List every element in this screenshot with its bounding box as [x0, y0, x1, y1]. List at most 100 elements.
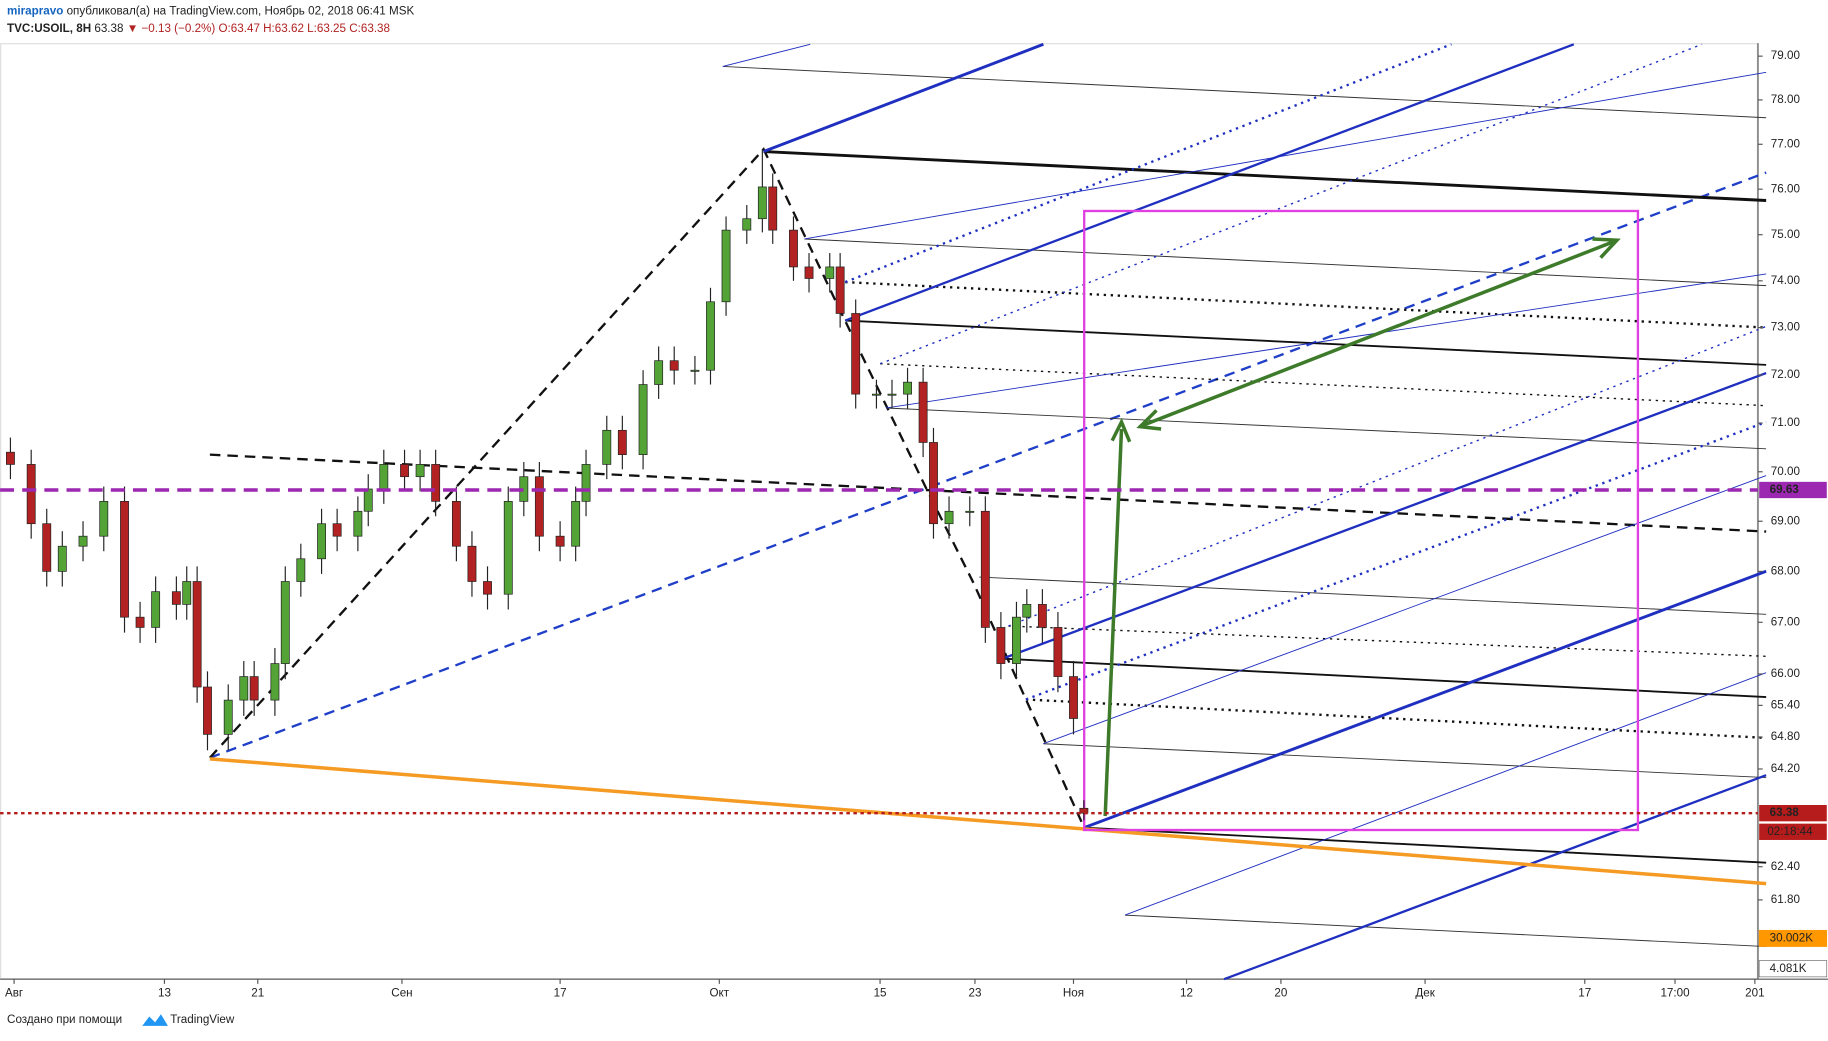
x-tick-label: Авг — [5, 986, 23, 999]
fork-dotted — [880, 363, 1767, 407]
plot-frame — [0, 43, 1758, 980]
dashed-line — [209, 171, 1767, 759]
candle-body — [944, 510, 954, 525]
fork-blue-dotted — [1025, 420, 1767, 701]
y-tick-label: 64.20 — [1771, 762, 1801, 775]
volume-tag — [1758, 929, 1828, 947]
arrow-head — [1110, 417, 1132, 443]
x-tick-label: Ноя — [1063, 986, 1084, 999]
arrow — [1141, 239, 1616, 428]
footer-text: Создано при помощи — [7, 1013, 122, 1026]
candle-body — [1079, 807, 1089, 814]
candle-body — [1053, 627, 1063, 677]
fork-line — [763, 150, 1767, 202]
y-tick-label: 61.80 — [1771, 893, 1801, 906]
candle-body — [296, 558, 306, 582]
candle-body — [835, 266, 845, 314]
fork-blue — [1083, 569, 1767, 830]
x-tick-label: Сен — [391, 986, 412, 999]
x-tick-label: Окт — [709, 986, 729, 999]
candle-body — [768, 186, 778, 231]
candle-body — [742, 218, 752, 231]
x-tick-label: 17:00 — [1660, 986, 1690, 999]
x-tick-label: 23 — [968, 986, 981, 999]
candle-body — [804, 266, 814, 279]
candle-body — [602, 429, 612, 465]
countdown: 02:18:44 — [1767, 825, 1813, 838]
countdown-tag — [1759, 823, 1827, 840]
candle-body — [182, 581, 192, 605]
candle-body — [135, 616, 145, 628]
arrow — [1103, 428, 1124, 817]
y-tick-label: 70.00 — [1771, 465, 1801, 478]
candle-body — [120, 501, 129, 618]
drawings — [209, 42, 1767, 981]
published: опубликовал(а) на TradingView.com, Ноябр… — [67, 5, 415, 18]
candle-body — [26, 464, 36, 525]
volume-tag-label: 4.081K — [1770, 962, 1807, 975]
y-tick-label: 76.00 — [1771, 182, 1801, 195]
fork-line — [1124, 914, 1767, 948]
fork-line — [886, 407, 1767, 450]
candle-body — [887, 393, 897, 396]
candle-body — [332, 523, 342, 537]
fork-line — [1043, 743, 1767, 779]
x-tick-label: 17 — [1578, 986, 1591, 999]
candle-body — [721, 229, 731, 303]
y-tick-label: 77.00 — [1771, 137, 1801, 150]
candle-body — [203, 686, 212, 735]
candle-body — [571, 501, 581, 547]
y-tick-label: 66.00 — [1771, 667, 1801, 680]
candle-body — [825, 266, 835, 279]
volume-tag — [1758, 960, 1828, 978]
fork-blue-thin — [1124, 672, 1767, 916]
candle-body — [851, 313, 861, 395]
fork-dotted — [1025, 698, 1767, 740]
trendline — [209, 757, 1767, 886]
candle-body — [467, 545, 477, 582]
candle-body — [431, 464, 441, 502]
y-tick-label: 69.00 — [1771, 514, 1801, 527]
y-tick-label: 68.00 — [1771, 564, 1801, 577]
symbol: TVC:USOIL, 8H — [7, 22, 91, 35]
zigzag — [209, 147, 1086, 829]
candle-body — [270, 663, 280, 701]
candle-body — [980, 510, 990, 628]
candle-body — [353, 510, 363, 537]
candle-body — [223, 699, 233, 735]
fork-dotted — [1008, 625, 1767, 658]
y-tick-label: 65.40 — [1771, 698, 1801, 711]
arrow-head — [1136, 409, 1162, 431]
candle-body — [581, 464, 591, 502]
change: ▼ −0.13 (−0.2%) — [127, 22, 216, 35]
y-tick-label: 79.00 — [1771, 49, 1801, 62]
y-tick-label: 74.00 — [1771, 274, 1801, 287]
dashed-line — [209, 453, 1767, 533]
y-tick-label: 73.00 — [1771, 321, 1801, 334]
fork-line — [1002, 657, 1767, 699]
candle-body — [996, 627, 1006, 664]
candle-body — [534, 476, 544, 537]
candle-body — [280, 581, 290, 664]
x-tick-label: 12 — [1180, 986, 1193, 999]
candle-body — [965, 510, 975, 513]
candle-body — [78, 535, 88, 547]
fork-blue-thin — [804, 71, 1767, 240]
footer-brand[interactable]: TradingView — [170, 1013, 235, 1026]
brand-logo — [142, 1014, 168, 1026]
last: 63.38 — [94, 22, 123, 35]
candle-body — [903, 381, 912, 395]
candle-body — [483, 581, 492, 595]
candle-body — [239, 676, 249, 701]
fork-line — [722, 65, 1767, 119]
candle-body — [690, 369, 700, 372]
price-tag — [1759, 804, 1827, 822]
y-tick-label: 72.00 — [1771, 368, 1801, 381]
y-tick-label: 67.00 — [1771, 615, 1801, 628]
y-tick-label: 75.00 — [1771, 228, 1801, 241]
fork-blue — [844, 43, 1575, 322]
candle-body — [654, 360, 664, 385]
candle-body — [1022, 604, 1032, 618]
candle-body — [872, 393, 881, 396]
